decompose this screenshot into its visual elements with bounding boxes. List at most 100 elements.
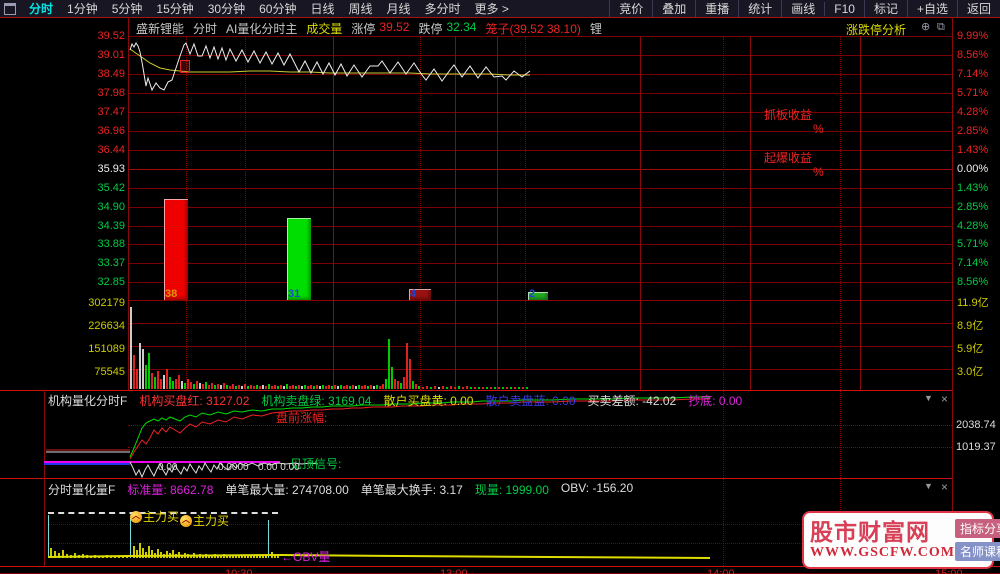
panel-field: OBV: -156.20 [560, 481, 634, 495]
menu-item[interactable]: 5分钟 [111, 2, 143, 16]
limit-up-value: 39.52 [379, 20, 410, 34]
grid-hline [128, 112, 952, 113]
quant-volume-bar [90, 556, 92, 558]
volume-bar [217, 384, 219, 389]
volume-bar [235, 386, 237, 389]
volume-bar [259, 386, 261, 389]
close-icon[interactable]: × [941, 392, 949, 406]
window-icon[interactable] [4, 2, 16, 15]
panel-title[interactable]: 机构量化分时F [48, 394, 128, 408]
volume-bar [334, 385, 336, 389]
volume-bar [280, 385, 282, 389]
limit-down-label: 跌停 [418, 22, 443, 36]
quant-volume-bar [145, 552, 147, 558]
chart-annotation: ←OBV量 [281, 550, 331, 564]
toolbar-button[interactable]: 返回 [956, 0, 1000, 17]
menu-item[interactable]: 月线 [386, 2, 411, 16]
collapse-icon[interactable]: ▼ [924, 393, 933, 403]
grid-hline-dotted [48, 543, 952, 544]
menu-item[interactable]: 日线 [310, 2, 335, 16]
volume-bar [289, 386, 291, 389]
limit-analysis-link[interactable]: 涨跌停分析 [846, 23, 907, 37]
toolbar-button[interactable]: +自选 [906, 0, 957, 17]
collapse-icon[interactable]: ▼ [924, 481, 933, 491]
quant-volume-bar [187, 554, 189, 558]
menu-item[interactable]: 多分时 [424, 2, 461, 16]
grid-hline [128, 169, 952, 170]
grid-hline [128, 36, 952, 37]
main-indicator-label[interactable]: AI量化分时主 [226, 22, 298, 36]
quant-volume-bar [211, 555, 213, 558]
performance-bar-label: 31 [288, 288, 301, 300]
cage-range-label: 笼子(39.52 38.10) [485, 22, 581, 36]
menu-item[interactable]: 分时 [29, 2, 54, 16]
toolbar-button[interactable]: 标记 [863, 0, 907, 17]
quant-volume-bar [136, 550, 138, 558]
volume-bar [446, 387, 448, 389]
axis-label-percent: 1.43% [957, 182, 989, 194]
volume-bar [142, 349, 144, 389]
grid-hline-dotted [128, 425, 952, 426]
quant-volume-bar [151, 550, 153, 558]
volume-bar [328, 385, 330, 389]
menu-item[interactable]: 15分钟 [156, 2, 194, 16]
volume-bar [422, 387, 424, 389]
volume-bar [310, 385, 312, 389]
toolbar-button[interactable]: F10 [824, 1, 864, 16]
volume-indicator-label[interactable]: 成交量 [306, 22, 343, 36]
grid-hline-dotted [48, 524, 952, 525]
toolbar-button[interactable]: 统计 [738, 0, 781, 17]
volume-bar [518, 387, 520, 389]
quant-volume-bar [106, 555, 108, 558]
menu-item[interactable]: 30分钟 [207, 2, 246, 16]
toolbar-button[interactable]: 竞价 [609, 0, 652, 17]
close-icon[interactable]: × [941, 480, 949, 494]
volume-bar [178, 375, 180, 389]
axis-label-price: 37.98 [97, 87, 125, 99]
logo-text-block: 股市财富网 WWW.GSCFW.COM [810, 519, 955, 561]
menu-item[interactable]: 60分钟 [259, 2, 297, 16]
volume-bar [277, 386, 279, 389]
quant-volume-bar [118, 556, 120, 558]
axis-label-percent: 5.71% [957, 238, 989, 250]
performance-bar: 4 [409, 288, 431, 300]
quant-volume-bar [265, 556, 267, 558]
toolbar-button[interactable]: 画线 [781, 0, 824, 17]
volume-bar [172, 381, 174, 389]
volume-bar [397, 381, 399, 389]
volume-bar [286, 384, 288, 389]
chart-annotation: 主力买 [193, 514, 230, 528]
quant-volume-bar [126, 556, 128, 558]
volume-bar [379, 386, 381, 389]
volume-bar [166, 369, 168, 389]
menu-item[interactable]: 更多 > [474, 2, 509, 16]
axis-label-percent: 7.14% [957, 257, 989, 269]
expand-icon[interactable]: ⊕ [921, 21, 931, 33]
quant-volume-bar [181, 555, 183, 558]
grid-vline [640, 36, 641, 390]
volume-bar [313, 386, 315, 389]
axis-label-percent: 8.56% [957, 276, 989, 288]
window-split-icon[interactable]: ⧉ [937, 21, 945, 33]
volume-bar [352, 385, 354, 389]
quant-volume-bar [54, 551, 56, 558]
quant-volume-bar [175, 554, 177, 558]
toolbar-button[interactable]: 重播 [695, 0, 738, 17]
quant-volume-bar [253, 555, 255, 558]
volume-bar [376, 385, 378, 389]
quant-volume-bar [160, 552, 162, 558]
panel-field: 散户卖盘蓝: 0.00 [485, 394, 576, 408]
volume-bar [482, 387, 484, 389]
menu-item[interactable]: 1分钟 [67, 2, 98, 16]
axis-label-price: 302179 [88, 297, 125, 309]
quant-volume-bar [172, 550, 174, 558]
toolbar-button[interactable]: 叠加 [652, 0, 695, 17]
chart-annotation: 0.00 [158, 462, 178, 473]
quant-volume-bar [190, 555, 192, 558]
panel-title[interactable]: 分时量化量F [48, 483, 116, 497]
menu-item[interactable]: 周线 [348, 2, 373, 16]
axis-label-price: 34.39 [97, 220, 125, 232]
volume-bar [494, 387, 496, 389]
grid-vline [750, 36, 751, 390]
quant-volume-bar [250, 556, 252, 558]
